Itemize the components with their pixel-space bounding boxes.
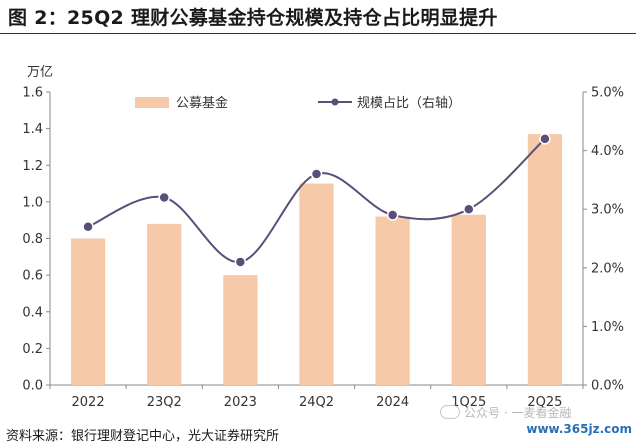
left-tick-label: 1.2 [22,159,43,174]
right-tick-label: 4.0% [591,144,624,159]
x-tick-label: 23Q2 [147,395,182,410]
wechat-icon [440,405,460,419]
bar [223,275,258,385]
x-tick-label: 1Q25 [451,395,486,410]
line-point [82,221,94,233]
left-tick-label: 1.4 [22,122,43,137]
legend-line-label: 规模占比（右轴） [357,96,461,111]
line-point [539,133,551,145]
bar [70,238,106,385]
x-tick-label: 2023 [224,395,257,410]
line-point [463,203,475,215]
legend-bar-swatch [135,97,169,108]
bar [451,214,486,385]
left-tick-label: 0.0 [22,379,43,394]
left-tick-label: 1.0 [22,195,43,210]
site-watermark: www.365jz.com [526,422,632,436]
right-tick-label: 0.0% [591,379,624,394]
right-tick-label: 3.0% [591,203,624,218]
x-tick-label: 2024 [376,395,409,410]
watermark-text: 公众号 · 一麦看金融 [464,406,572,420]
chart-title: 图 2：25Q2 理财公募基金持仓规模及持仓占比明显提升 [8,7,498,29]
right-tick-label: 1.0% [591,320,624,335]
right-tick-label: 5.0% [591,86,624,101]
title-divider [0,33,636,34]
y-unit-label: 万亿 [27,65,53,80]
legend-line-marker [331,98,339,106]
watermark: 公众号 · 一麦看金融 [440,404,571,421]
line-point [234,256,247,268]
bar [299,183,334,385]
line-point [310,168,323,180]
right-tick-label: 2.0% [591,261,624,276]
left-tick-label: 0.2 [22,342,43,357]
line-point [158,191,170,204]
left-tick-label: 0.8 [22,232,43,247]
left-tick-label: 0.6 [22,269,43,284]
left-tick-label: 1.6 [22,86,43,101]
legend-bar-label: 公募基金 [176,95,228,111]
bar [375,216,410,385]
left-tick-label: 0.4 [22,305,43,320]
bar [147,223,182,385]
source-note: 资料来源：银行理财登记中心，光大证券研究所 [6,429,280,444]
bar [527,134,563,385]
x-tick-label: 2022 [72,395,105,410]
x-tick-label: 2Q25 [527,395,562,410]
x-tick-label: 24Q2 [299,395,334,410]
line-point [386,209,399,221]
